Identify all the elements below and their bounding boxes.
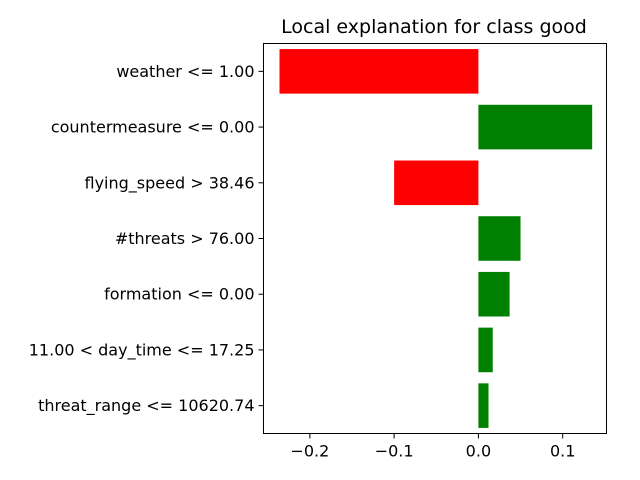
y-tick-label-2: flying_speed > 38.46 [84,173,254,193]
x-tick-label-3: 0.1 [550,442,575,461]
x-tick-label-0: −0.2 [290,442,329,461]
y-tick-label-6: threat_range <= 10620.74 [38,396,254,416]
y-tick-label-4: formation <= 0.00 [104,285,254,304]
bar-5 [478,327,493,373]
bar-2 [394,160,479,206]
y-tick-label-3: #threats > 76.00 [115,229,255,248]
x-tick-label-1: −0.1 [375,442,414,461]
y-tick-label-5: 11.00 < day_time <= 17.25 [29,340,255,360]
bar-0 [279,49,479,94]
x-ticks: −0.2 −0.1 0.0 0.1 [290,433,575,461]
bar-4 [478,271,510,317]
bar-1 [478,104,593,150]
bar-6 [478,383,489,428]
chart-title: Local explanation for class good [281,16,587,38]
plot-frame [263,43,607,434]
bar-3 [478,216,521,261]
y-tick-labels: weather <= 1.00 countermeasure <= 0.00 fly… [29,62,264,416]
y-tick-label-0: weather <= 1.00 [116,62,254,81]
y-tick-label-1: countermeasure <= 0.00 [51,118,255,137]
bars-group [279,49,593,428]
x-tick-label-2: 0.0 [466,442,491,461]
